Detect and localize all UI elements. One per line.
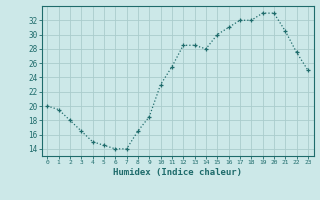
X-axis label: Humidex (Indice chaleur): Humidex (Indice chaleur) bbox=[113, 168, 242, 177]
